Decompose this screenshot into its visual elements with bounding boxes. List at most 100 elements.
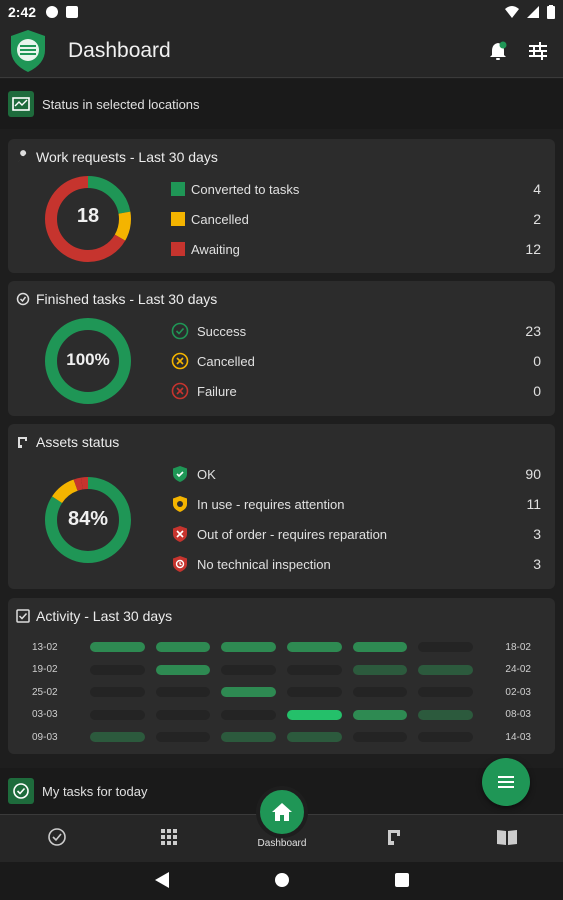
wrench-icon: [18, 150, 27, 162]
activity-cell: [352, 732, 408, 743]
activity-cell: [418, 642, 474, 653]
check-circle-small-icon: [16, 292, 30, 306]
activity-cell: [155, 709, 211, 720]
activity-cell: [352, 664, 408, 675]
swatch-green: [171, 182, 185, 196]
activity-row-start-date: 09-03: [32, 731, 58, 743]
activity-cell: [221, 687, 277, 698]
back-icon[interactable]: [154, 871, 170, 889]
shield-warning-icon: [171, 495, 189, 513]
status-time: 2:42: [8, 4, 37, 20]
menu-icon: [498, 776, 514, 788]
work-requests-segment-2: [45, 176, 131, 262]
activity-row-end-date: 02-03: [505, 686, 531, 698]
notifications-bell-icon[interactable]: [487, 40, 509, 62]
activity-row-end-date: 24-02: [505, 664, 531, 676]
nav-assets-button[interactable]: [383, 825, 407, 849]
recents-icon[interactable]: [394, 872, 410, 888]
activity-cell: [287, 664, 342, 675]
app-logo-icon: [11, 29, 45, 72]
activity-cell: [287, 642, 342, 653]
finished-tasks-title: Finished tasks - Last 30 days: [36, 291, 218, 307]
nav-tasks-button[interactable]: [45, 825, 69, 849]
assets-segment-3: [45, 477, 131, 563]
activity-row: 19-02 24-02: [32, 659, 531, 682]
home-circle-icon[interactable]: [274, 872, 290, 888]
activity-card[interactable]: Activity - Last 30 days 13-02 18-02 19-02 2…: [8, 598, 555, 754]
activity-cell: [155, 732, 211, 743]
activity-cell: [90, 732, 145, 743]
finished-tasks-card[interactable]: Finished tasks - Last 30 days 100% Succe…: [8, 281, 555, 416]
activity-cell: [90, 642, 145, 653]
system-navigation-bar: [0, 862, 563, 900]
activity-row-start-date: 13-02: [32, 641, 58, 653]
assets-percent: 84%: [67, 508, 109, 530]
activity-cell: [418, 664, 474, 675]
legend-ok: OK 90: [171, 459, 541, 489]
legend-out-of-order: Out of order - requires reparation 3: [171, 519, 541, 549]
activity-cell: [352, 642, 408, 653]
activity-row: 25-02 02-03: [32, 681, 531, 704]
work-requests-total: 18: [76, 205, 100, 227]
activity-row-end-date: 14-03: [505, 731, 531, 743]
nav-grid-button[interactable]: [157, 825, 181, 849]
locations-icon: [8, 91, 34, 117]
book-icon: [497, 830, 517, 845]
shield-check-icon: [171, 465, 189, 483]
work-requests-card[interactable]: Work requests - Last 30 days 18 Converte…: [8, 139, 555, 273]
legend-failure: Failure 0: [171, 376, 541, 406]
activity-row-end-date: 08-03: [505, 709, 531, 721]
activity-cell: [221, 642, 277, 653]
legend-in-use: In use - requires attention 11: [171, 489, 541, 519]
activity-cell: [287, 732, 342, 743]
check-circle-icon: [171, 322, 189, 340]
my-tasks-icon: [8, 778, 34, 804]
battery-icon: [547, 5, 555, 19]
activity-cell: [155, 642, 211, 653]
notification-icon: [46, 6, 59, 18]
signal-icon: [527, 6, 539, 18]
my-tasks-label: My tasks for today: [42, 783, 148, 799]
finished-tasks-donut: [45, 318, 131, 404]
locations-bar[interactable]: Status in selected locations: [0, 79, 563, 129]
activity-cell: [418, 687, 474, 698]
activity-row-start-date: 25-02: [32, 686, 58, 698]
grid-icon: [161, 829, 177, 845]
work-requests-segment-1: [45, 176, 131, 262]
home-icon: [272, 803, 292, 821]
activity-row-start-date: 03-03: [32, 709, 58, 721]
notification-icon-2: [66, 6, 79, 18]
activity-cell: [287, 709, 342, 720]
activity-cell: [155, 687, 211, 698]
legend-converted: Converted to tasks 4: [171, 174, 541, 204]
locations-label: Status in selected locations: [42, 96, 200, 112]
work-requests-donut: [45, 176, 131, 262]
filter-settings-icon[interactable]: [527, 40, 549, 62]
activity-row-start-date: 19-02: [32, 664, 58, 676]
activity-cell: [155, 664, 211, 675]
no-inspection-icon: [171, 555, 189, 573]
assets-status-title: Assets status: [36, 434, 120, 450]
nav-manual-button[interactable]: [495, 825, 519, 849]
activity-row-end-date: 18-02: [505, 641, 531, 653]
activity-cell: [90, 687, 145, 698]
assets-status-card[interactable]: Assets status 84% OK 90 In use - require…: [8, 424, 555, 589]
legend-success: Success 23: [171, 316, 541, 346]
legend-awaiting: Awaiting 12: [171, 234, 541, 264]
nav-dashboard-button[interactable]: [256, 786, 308, 838]
activity-cell: [418, 732, 474, 743]
activity-cell: [221, 664, 277, 675]
activity-cell: [221, 732, 277, 743]
legend-task-cancelled: Cancelled 0: [171, 346, 541, 376]
activity-cell: [352, 709, 408, 720]
activity-row: 09-03 14-03: [32, 726, 531, 749]
activity-cell: [221, 709, 277, 720]
out-of-order-icon: [171, 525, 189, 543]
assets-donut: [45, 477, 131, 563]
activity-cell: [418, 709, 474, 720]
swatch-yellow: [171, 212, 185, 226]
activity-cell: [352, 687, 408, 698]
asset-robot-nav-icon: [388, 830, 400, 845]
menu-fab-button[interactable]: [482, 758, 530, 806]
activity-row: 13-02 18-02: [32, 636, 531, 659]
